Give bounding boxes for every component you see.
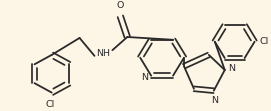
Text: N: N bbox=[141, 73, 148, 82]
Text: Cl: Cl bbox=[260, 37, 269, 46]
Text: Cl: Cl bbox=[45, 100, 54, 109]
Text: NH: NH bbox=[96, 49, 110, 57]
Text: N: N bbox=[211, 96, 218, 105]
Text: O: O bbox=[117, 1, 124, 10]
Text: N: N bbox=[228, 64, 235, 73]
